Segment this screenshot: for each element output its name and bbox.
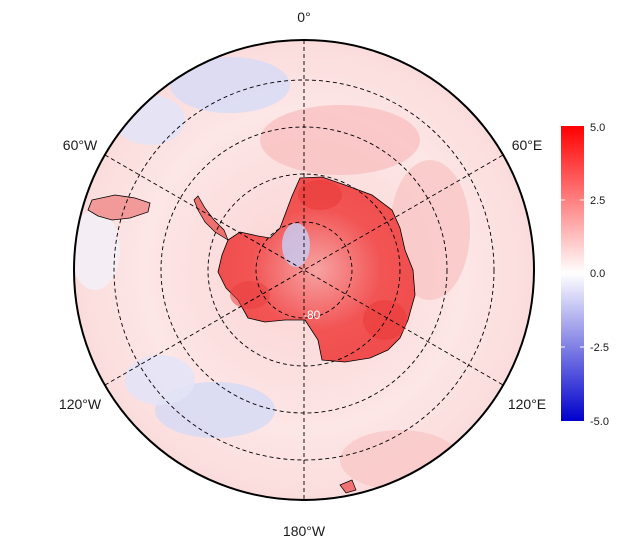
anomaly-field: [74, 40, 534, 500]
colorbar-tick-label: -2.5: [590, 342, 609, 354]
meridian-label-upper-right: 60°E: [512, 137, 543, 153]
colorbar-tick-label: -5.0: [590, 416, 609, 428]
meridian-label-lower-right: 120°E: [508, 396, 546, 412]
colorbar-tick-marks: [561, 199, 584, 348]
latitude-label: -80: [303, 308, 321, 322]
south-america-landmass: [87, 194, 151, 221]
colorbar-tick-label: 5.0: [590, 122, 605, 134]
meridian-label-lower-left: 120°W: [59, 396, 102, 412]
meridian-label-upper-left: 60°W: [63, 137, 98, 153]
meridian-label-bottom: 180°W: [283, 523, 326, 539]
colorbar-gradient: [561, 126, 584, 421]
graticule: [104, 40, 504, 500]
colorbar: 5.0 2.5 0.0 -2.5 -5.0: [561, 122, 609, 428]
meridian-label-top: 0°: [297, 9, 310, 25]
colorbar-tick-label: 2.5: [590, 195, 605, 207]
colorbar-tick-label: 0.0: [590, 268, 605, 280]
map-frame: [73, 39, 535, 501]
